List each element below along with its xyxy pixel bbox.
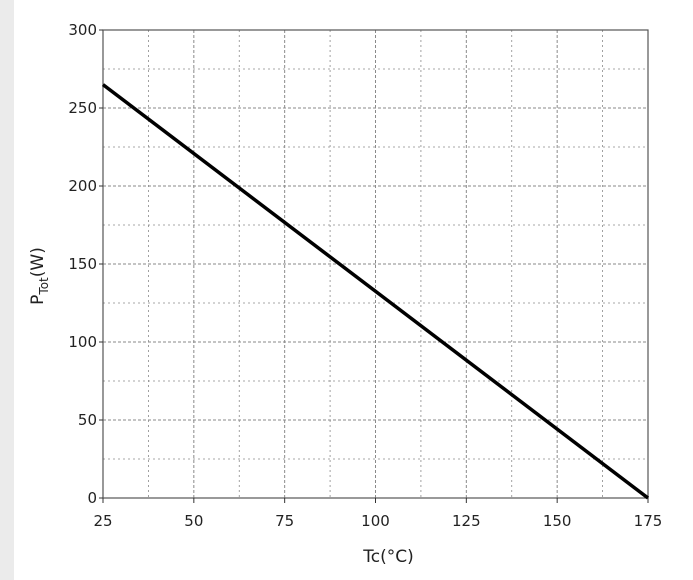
grid	[102, 29, 649, 499]
y-tick-label: 100	[68, 333, 97, 351]
derating-chart: 25 50 75 100 125 150 175 0 50 100 150 200 250 300 Tc…	[28, 21, 662, 567]
chart-frame: 25 50 75 100 125 150 175 0 50 100 150 200 250 300 Tc…	[14, 0, 693, 580]
x-tick-label: 75	[275, 512, 294, 530]
x-axis-title: Tc(°C)	[362, 547, 413, 567]
y-tick-labels: 0 50 100 150 200 250 300	[68, 21, 103, 507]
y-axis-title-unit: (W)	[28, 247, 48, 277]
y-axis-title-main: P	[28, 295, 48, 305]
y-tick-label: 300	[68, 21, 97, 39]
x-tick-label: 100	[361, 512, 390, 530]
y-tick-label: 200	[68, 177, 97, 195]
x-tick-label: 25	[93, 512, 112, 530]
y-tick-label: 250	[68, 99, 97, 117]
x-tick-label: 50	[184, 512, 203, 530]
x-tick-labels: 25 50 75 100 125 150 175	[93, 498, 662, 530]
x-tick-label: 175	[634, 512, 663, 530]
x-tick-label: 125	[452, 512, 481, 530]
y-tick-label: 50	[78, 411, 97, 429]
y-axis-title: PTot(W)	[28, 247, 51, 305]
series-line	[101, 83, 650, 500]
y-tick-label: 0	[87, 489, 97, 507]
series-group	[101, 83, 650, 500]
y-axis-title-subscript: Tot	[37, 277, 51, 296]
x-tick-label: 150	[543, 512, 572, 530]
y-tick-label: 150	[68, 255, 97, 273]
